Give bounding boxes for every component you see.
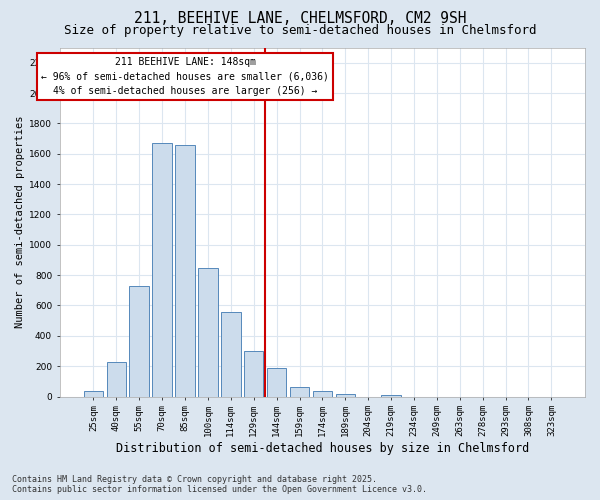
Bar (198, 268, 218, 396)
Bar (221, 312, 241, 396)
Bar (267, 368, 286, 396)
Bar (290, 386, 309, 396)
X-axis label: Distribution of semi-detached houses by size in Chelmsford: Distribution of semi-detached houses by … (116, 442, 529, 455)
Bar (244, 351, 263, 397)
Bar (382, 395, 401, 396)
Text: Contains HM Land Registry data © Crown copyright and database right 2025.
Contai: Contains HM Land Registry data © Crown c… (12, 474, 427, 494)
Text: 211 BEEHIVE LANE: 148sqm
← 96% of semi-detached houses are smaller (6,036)
4% of: 211 BEEHIVE LANE: 148sqm ← 96% of semi-d… (41, 56, 329, 96)
Bar (175, 146, 195, 396)
Y-axis label: Number of semi-detached properties: Number of semi-detached properties (15, 116, 25, 328)
Bar (130, 286, 149, 397)
Bar (152, 143, 172, 397)
Text: 211, BEEHIVE LANE, CHELMSFORD, CM2 9SH: 211, BEEHIVE LANE, CHELMSFORD, CM2 9SH (134, 11, 466, 26)
Text: Size of property relative to semi-detached houses in Chelmsford: Size of property relative to semi-detach… (64, 24, 536, 37)
Bar (335, 394, 355, 396)
Bar (107, 362, 126, 396)
Bar (313, 391, 332, 396)
Bar (83, 391, 103, 396)
